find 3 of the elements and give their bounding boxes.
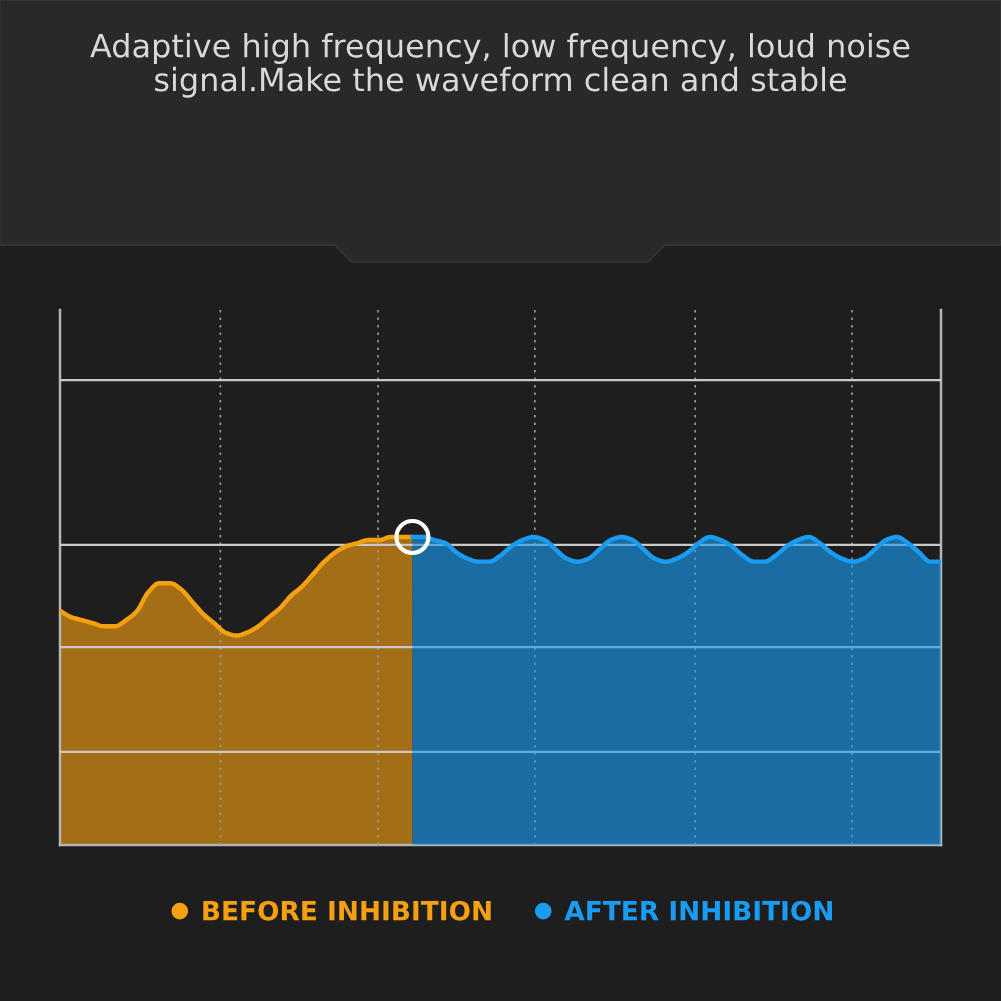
chart-title: Adaptive high frequency, low frequency, loud noise signal.Make the waveform clean and stable — [90, 33, 910, 98]
legend-label: AFTER INHIBITION — [564, 900, 832, 921]
legend-label: BEFORE INHIBITION — [203, 900, 491, 921]
